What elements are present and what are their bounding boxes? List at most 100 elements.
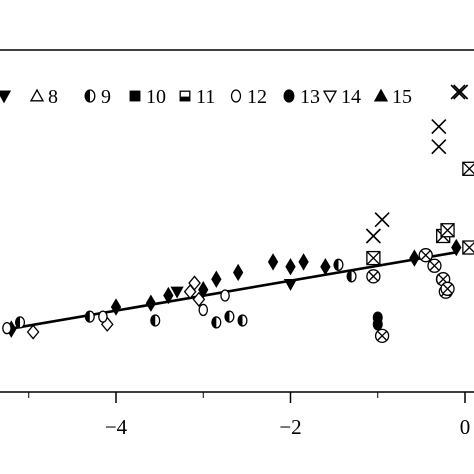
data-point bbox=[2, 322, 12, 335]
data-point bbox=[220, 289, 230, 302]
series-x bbox=[365, 84, 469, 244]
data-point bbox=[431, 139, 447, 155]
series-square-x bbox=[366, 161, 474, 266]
circle-x-cross bbox=[368, 271, 379, 282]
square-x-cross bbox=[440, 223, 455, 238]
data-point bbox=[366, 269, 381, 284]
data-point bbox=[211, 316, 222, 329]
square-x-box bbox=[462, 161, 474, 176]
data-point bbox=[440, 223, 455, 238]
data-point bbox=[285, 258, 296, 276]
data-point bbox=[283, 278, 298, 291]
legend-symbol bbox=[179, 90, 191, 102]
circle-x-cross bbox=[420, 250, 431, 261]
data-point bbox=[462, 161, 474, 176]
x-tick-label: −2 bbox=[279, 415, 301, 439]
legend-symbol bbox=[0, 90, 12, 104]
data-point bbox=[372, 318, 383, 331]
legend-symbol bbox=[283, 89, 295, 103]
legend-entry: 10 bbox=[129, 86, 166, 108]
square-lower-fill bbox=[180, 96, 190, 101]
half-circle-fill bbox=[85, 90, 90, 102]
data-point bbox=[198, 303, 209, 317]
data-point bbox=[232, 263, 244, 282]
x-axis-ticks: −4 −2 0 bbox=[28, 392, 471, 439]
half-circle-fill bbox=[238, 314, 243, 326]
data-point bbox=[450, 84, 466, 100]
data-point bbox=[237, 314, 248, 327]
data-point bbox=[453, 84, 469, 100]
data-points bbox=[2, 84, 474, 343]
legend-symbol bbox=[322, 90, 338, 104]
legend-entry bbox=[0, 90, 12, 104]
legend-label: 9 bbox=[101, 86, 111, 108]
half-circle-fill bbox=[85, 311, 90, 323]
circle-x-cross bbox=[429, 260, 440, 271]
legend-entry: 14 bbox=[322, 86, 361, 108]
data-point bbox=[374, 328, 390, 343]
data-point bbox=[267, 253, 279, 271]
data-point bbox=[298, 253, 309, 271]
data-point bbox=[188, 275, 201, 291]
legend-entry: 13 bbox=[283, 86, 320, 108]
legend-entry: 9 bbox=[84, 86, 111, 108]
square-x-cross bbox=[366, 251, 381, 266]
legend-symbol bbox=[373, 88, 389, 102]
legend-label: 15 bbox=[392, 86, 412, 108]
x-tick-label: −4 bbox=[105, 415, 128, 439]
series-circle-filled bbox=[372, 311, 383, 331]
data-point bbox=[163, 286, 174, 305]
data-point bbox=[431, 118, 447, 135]
data-point bbox=[374, 212, 390, 228]
data-point bbox=[366, 250, 381, 266]
half-circle-fill bbox=[225, 311, 230, 323]
legend: 8 9 10 11 12 13 14 15 bbox=[0, 86, 412, 108]
legend-label: 13 bbox=[300, 86, 320, 108]
legend-symbol bbox=[129, 90, 141, 102]
legend-label: 8 bbox=[48, 86, 58, 108]
series-circle-x bbox=[366, 248, 455, 343]
data-point bbox=[346, 270, 357, 283]
fit-line-group bbox=[2, 251, 457, 332]
data-point bbox=[145, 294, 157, 312]
series-diamond-open bbox=[26, 275, 206, 340]
half-circle-fill bbox=[15, 316, 21, 328]
data-point bbox=[418, 248, 433, 263]
x-tick-label: 0 bbox=[460, 415, 471, 439]
series-diamond-filled bbox=[6, 238, 462, 338]
series-half-circle bbox=[14, 258, 357, 329]
data-point bbox=[211, 270, 222, 288]
legend-entry: 15 bbox=[373, 86, 412, 108]
data-point bbox=[451, 238, 462, 257]
legend-entry: 12 bbox=[230, 86, 267, 108]
half-circle-fill bbox=[334, 259, 339, 271]
legend-label: 11 bbox=[196, 86, 215, 108]
fit-line bbox=[2, 251, 457, 332]
legend-symbol bbox=[84, 89, 96, 103]
data-point bbox=[192, 291, 206, 307]
data-point bbox=[409, 249, 420, 267]
data-point bbox=[170, 286, 184, 299]
data-point bbox=[110, 298, 122, 316]
series-down-triangle-filled bbox=[170, 278, 298, 299]
data-point bbox=[462, 240, 474, 255]
data-point bbox=[333, 258, 344, 271]
legend-entry: 11 bbox=[179, 86, 215, 108]
data-point bbox=[84, 310, 95, 323]
circle-x-cross bbox=[377, 330, 388, 341]
data-point bbox=[320, 258, 331, 276]
data-point bbox=[427, 258, 442, 273]
data-point bbox=[26, 324, 40, 340]
circle-x-cross bbox=[442, 283, 453, 294]
data-point bbox=[150, 314, 161, 327]
data-point bbox=[224, 310, 235, 323]
plot-frame bbox=[0, 49, 474, 393]
legend-label: 12 bbox=[247, 86, 267, 108]
half-circle-fill bbox=[150, 314, 156, 326]
data-point bbox=[98, 310, 108, 323]
data-point bbox=[14, 316, 26, 329]
square-x-box bbox=[462, 240, 474, 255]
half-circle-fill bbox=[347, 270, 352, 282]
half-circle-fill bbox=[211, 316, 217, 328]
